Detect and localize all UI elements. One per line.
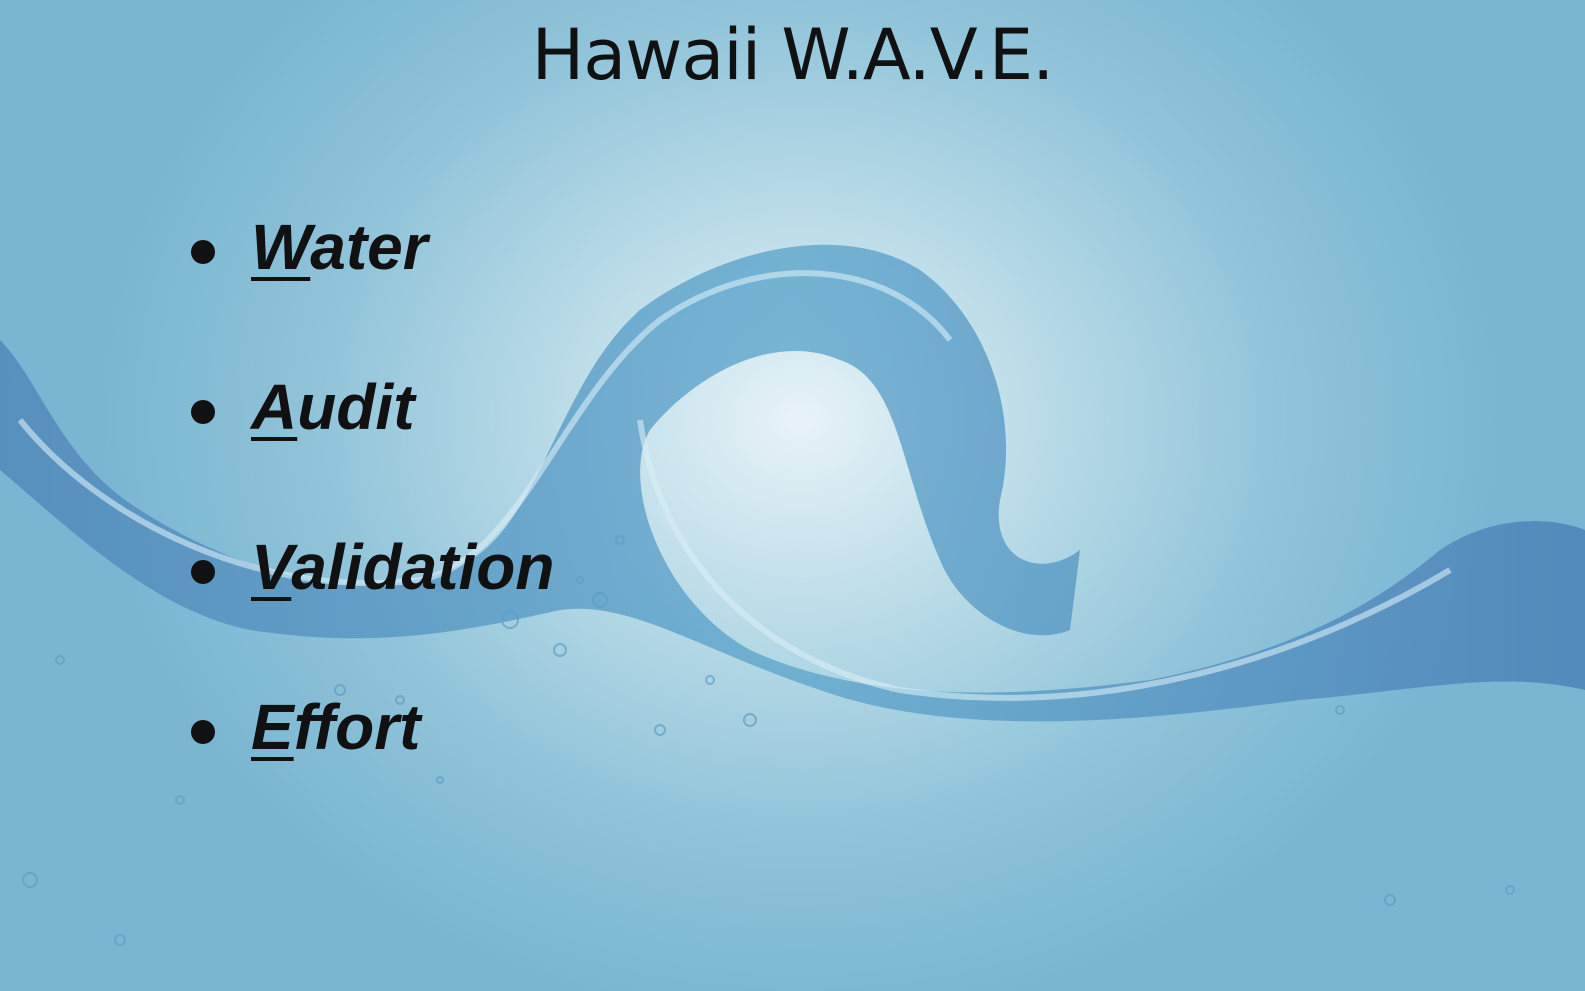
bullet-text: Water bbox=[251, 210, 428, 284]
bullet-rest: ater bbox=[310, 211, 427, 283]
bullet-rest: alidation bbox=[291, 531, 554, 603]
bullet-dot bbox=[191, 720, 215, 744]
bullet-initial: W bbox=[251, 211, 310, 283]
bullet-list: Water Audit Validation Effort bbox=[185, 210, 554, 850]
bullet-item: Effort bbox=[185, 690, 554, 850]
slide-title: Hawaii W.A.V.E. bbox=[0, 14, 1585, 96]
bullet-initial: E bbox=[251, 691, 294, 763]
bullet-dot bbox=[191, 400, 215, 424]
bullet-initial: V bbox=[251, 531, 291, 603]
bullet-dot bbox=[191, 560, 215, 584]
bullet-item: Validation bbox=[185, 530, 554, 690]
bullet-text: Validation bbox=[251, 530, 554, 604]
bullet-dot bbox=[191, 240, 215, 264]
bullet-rest: udit bbox=[297, 371, 414, 443]
bullet-initial: A bbox=[251, 371, 297, 443]
bullet-item: Audit bbox=[185, 370, 554, 530]
bullet-rest: ffort bbox=[294, 691, 421, 763]
bullet-text: Effort bbox=[251, 690, 420, 764]
bullet-text: Audit bbox=[251, 370, 415, 444]
bullet-item: Water bbox=[185, 210, 554, 370]
slide: Hawaii W.A.V.E. Water Audit Validation Effo… bbox=[0, 0, 1585, 991]
